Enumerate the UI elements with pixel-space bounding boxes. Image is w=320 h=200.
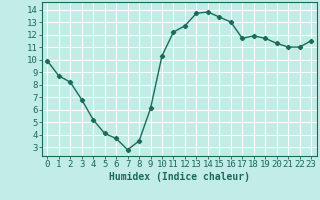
X-axis label: Humidex (Indice chaleur): Humidex (Indice chaleur) [109, 172, 250, 182]
